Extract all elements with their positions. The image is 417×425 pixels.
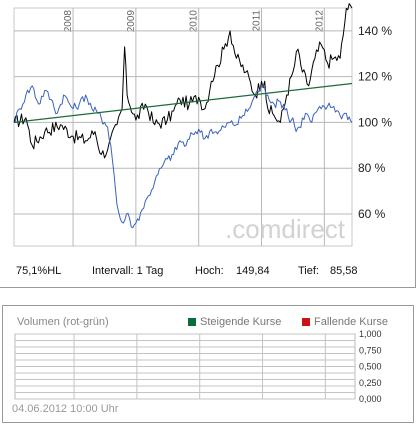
volume-panel: 1,000 0,750 0,500 0,250 0,000 Volumen (rot-g…: [2, 305, 414, 423]
stats-low-value: 85,58: [330, 265, 358, 277]
x-tick-label: 2009: [126, 10, 137, 33]
stats-interval: Intervall: 1 Tag: [92, 265, 164, 277]
volume-chart: 1,000 0,750 0,500 0,250 0,000: [14, 329, 382, 404]
series-line-benchmark: [14, 84, 353, 229]
watermark: .comdirect: [225, 214, 346, 244]
volume-y-tick-label: 0,250: [359, 378, 382, 388]
stats-high-value: 149,84: [236, 265, 270, 277]
stats-low-label: Tief:: [298, 265, 319, 277]
price-chart: 2008 2009 2010 2011 2012 140 % 120 % 100 % 80 % 6…: [13, 3, 392, 247]
x-tick-label: 2010: [189, 10, 200, 33]
falling-swatch: [302, 318, 310, 326]
main-chart-panel: 2008 2009 2010 2011 2012 140 % 120 % 100 % 80 % 6…: [0, 0, 416, 288]
volume-y-tick-label: 0,500: [359, 362, 382, 372]
stats-high-label: Hoch:: [195, 265, 224, 277]
y-tick-label: 120 %: [358, 70, 392, 84]
y-tick-label: 140 %: [358, 24, 392, 38]
y-tick-label: 100 %: [358, 115, 392, 129]
series-line-price: [13, 3, 353, 159]
volume-y-tick-label: 0,000: [359, 394, 382, 404]
legend-falling: Fallende Kurse: [302, 316, 388, 328]
y-tick-label: 80 %: [358, 161, 386, 175]
volume-y-tick-label: 0,750: [359, 345, 382, 355]
volume-y-tick-label: 1,000: [359, 329, 382, 339]
legend-falling-label: Fallende Kurse: [314, 316, 388, 328]
x-tick-label: 2011: [252, 10, 263, 32]
stats-label: 75,1%HL: [16, 265, 62, 277]
volume-title: Volumen (rot-grün): [17, 316, 109, 328]
plot-area: [13, 7, 353, 247]
legend-rising: Steigende Kurse: [188, 316, 281, 328]
series-line-trend: [13, 82, 353, 123]
x-tick-label: 2012: [314, 10, 325, 33]
y-tick-label: 60 %: [358, 207, 386, 221]
date-footer: 04.06.2012 10:00 Uhr: [12, 403, 119, 415]
rising-swatch: [188, 318, 196, 326]
x-tick-label: 2008: [63, 10, 74, 33]
legend-rising-label: Steigende Kurse: [200, 316, 282, 328]
